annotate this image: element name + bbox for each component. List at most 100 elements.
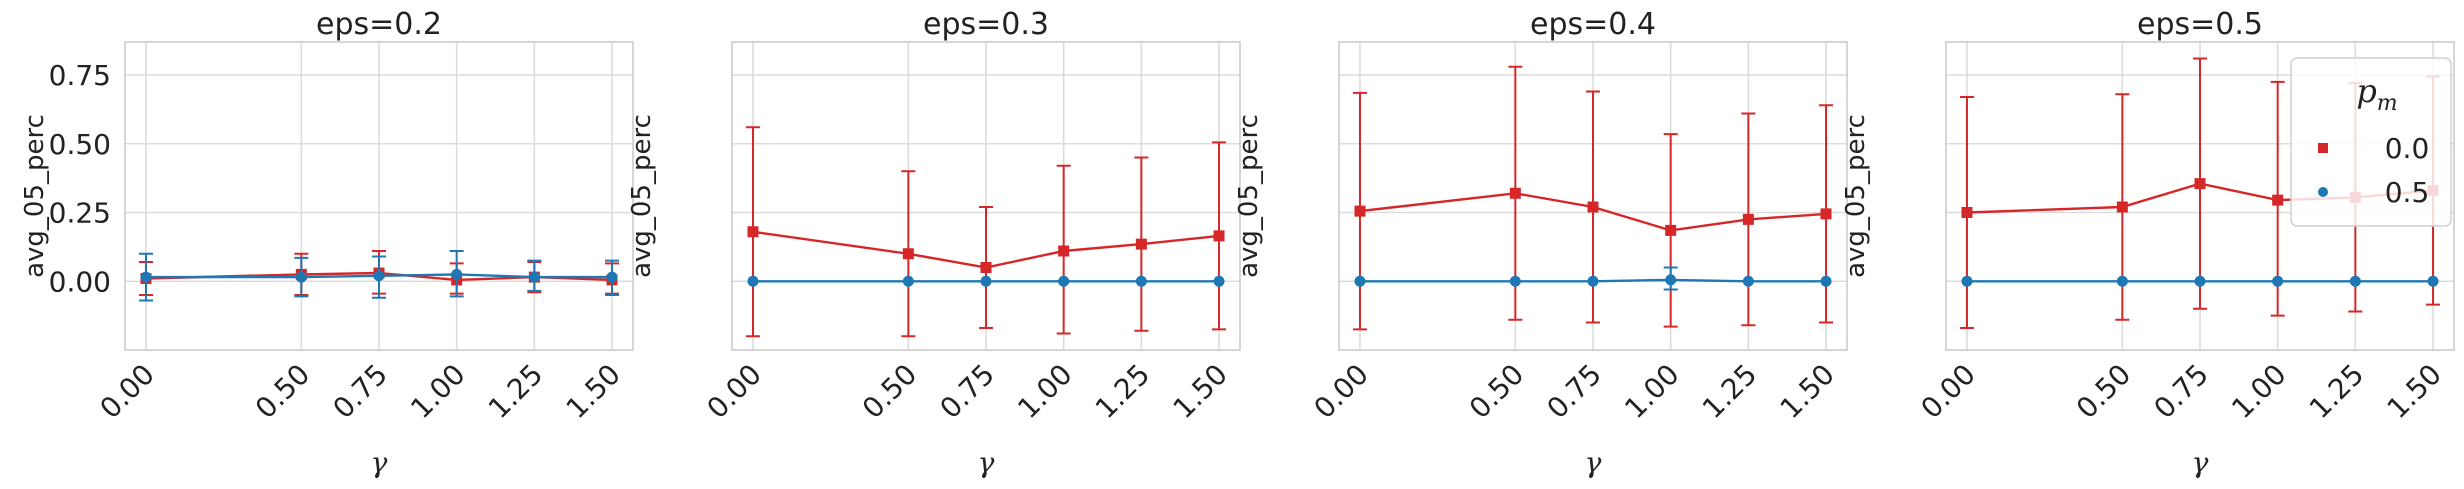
x-tick-label: 0.75 — [1541, 358, 1608, 425]
data-point — [980, 275, 992, 287]
data-point — [747, 275, 759, 287]
x-tick-label: 0.00 — [1308, 358, 1375, 425]
data-point — [1058, 275, 1070, 287]
legend-title: pm — [2356, 72, 2397, 116]
data-point — [1213, 230, 1225, 242]
data-point — [2272, 275, 2284, 287]
plot-frame — [1338, 41, 1848, 351]
x-tick-label: 0.50 — [2070, 358, 2137, 425]
x-tick-label: 0.50 — [856, 358, 923, 425]
data-point — [140, 271, 152, 283]
y-axis-label: avg_05_perc — [1841, 114, 1871, 278]
data-point — [1058, 245, 1070, 257]
x-tick-label: 1.25 — [1089, 358, 1156, 425]
x-tick-label: 1.50 — [1774, 358, 1841, 425]
legend-entry: 0.5 — [2385, 176, 2430, 209]
plot-frame — [1945, 41, 2455, 351]
data-point — [1509, 275, 1521, 287]
legend-box — [2290, 57, 2452, 227]
subplot-3: eps=0.4 avg_05_perc 0.00 0.50 0.75 1.00 1.25 1.… — [1234, 7, 1848, 479]
subplot-title: eps=0.3 — [923, 7, 1049, 42]
x-tick-label: 1.25 — [482, 358, 549, 425]
data-point — [2194, 275, 2206, 287]
x-tick-label: 1.00 — [2225, 358, 2292, 425]
x-tick-label: 1.00 — [404, 358, 471, 425]
x-axis-label: γ — [1585, 446, 1602, 479]
x-tick-label: 1.50 — [560, 358, 627, 425]
x-tick-label: 0.50 — [1463, 358, 1530, 425]
data-point — [1961, 207, 1973, 218]
data-point — [295, 271, 307, 283]
data-point — [747, 226, 759, 238]
data-point — [980, 262, 992, 273]
x-axis-label: γ — [978, 446, 995, 479]
series-line — [146, 273, 612, 279]
y-tick-label: 0.00 — [49, 265, 111, 298]
x-axis-label: γ — [371, 446, 388, 479]
legend-title-main: p — [2356, 72, 2376, 110]
plot-frame — [731, 41, 1241, 351]
x-tick-label: 1.25 — [1696, 358, 1763, 425]
x-tick-label: 1.25 — [2303, 358, 2370, 425]
series-0.5 — [747, 275, 1225, 287]
x-tick-label: 1.00 — [1011, 358, 1078, 425]
data-point — [1665, 274, 1677, 286]
y-axis-label: avg_05_perc — [20, 114, 50, 278]
legend-marker — [2318, 143, 2328, 153]
data-point — [2427, 275, 2439, 287]
data-point — [451, 268, 463, 280]
data-point — [1213, 275, 1225, 287]
data-point — [902, 275, 914, 287]
legend-entry: 0.0 — [2385, 132, 2430, 165]
x-axis-label: γ — [2192, 446, 2209, 479]
x-tick-label: 0.75 — [2148, 358, 2215, 425]
data-point — [2116, 201, 2128, 213]
data-point — [902, 248, 914, 260]
data-point — [528, 271, 540, 283]
x-tick-label: 0.00 — [94, 358, 161, 425]
data-point — [2349, 275, 2361, 287]
subplot-title: eps=0.4 — [1530, 7, 1656, 42]
x-tick-label: 0.50 — [249, 358, 316, 425]
series-0.5 — [138, 250, 620, 302]
subplot-4: eps=0.5 avg_05_perc 0.00 0.50 0.75 1.00 1.25 1.… — [1841, 7, 2455, 479]
data-point — [2116, 275, 2128, 287]
data-point — [1354, 205, 1366, 217]
x-tick-label: 1.00 — [1618, 358, 1685, 425]
plot-frame — [124, 41, 634, 351]
data-point — [1742, 213, 1754, 225]
x-tick-label: 0.00 — [701, 358, 768, 425]
subplot-2: eps=0.3 avg_05_perc 0.00 0.50 0.75 1.00 1.25 1.… — [627, 7, 1241, 479]
data-point — [1587, 275, 1599, 287]
legend: pm 0.0 0.5 — [2290, 57, 2452, 227]
x-tick-label: 1.50 — [1167, 358, 1234, 425]
y-tick-label: 0.25 — [49, 197, 111, 230]
series-line — [1360, 278, 1826, 283]
x-tick-label: 0.75 — [934, 358, 1001, 425]
series-0.5 — [1961, 275, 2439, 287]
series-0.0 — [1352, 65, 1834, 331]
data-point — [1820, 275, 1832, 287]
data-point — [373, 270, 385, 282]
legend-marker — [2318, 187, 2328, 197]
data-point — [1135, 275, 1147, 287]
y-axis-label: avg_05_perc — [627, 114, 657, 278]
subplot-title: eps=0.2 — [316, 7, 442, 42]
y-tick-label: 0.50 — [49, 128, 111, 161]
data-point — [2194, 178, 2206, 190]
data-point — [1961, 275, 1973, 287]
series-0.5 — [1354, 266, 1832, 291]
data-point — [1820, 208, 1832, 220]
x-tick-label: 1.50 — [2381, 358, 2448, 425]
x-tick-label: 0.00 — [1915, 358, 1982, 425]
data-point — [1135, 238, 1147, 250]
legend-title-subscript: m — [2377, 91, 2398, 116]
data-point — [606, 271, 618, 283]
data-point — [1509, 187, 1521, 199]
data-point — [2272, 194, 2284, 206]
series-0.0 — [745, 126, 1227, 338]
data-point — [1742, 275, 1754, 287]
x-tick-label: 0.75 — [327, 358, 394, 425]
